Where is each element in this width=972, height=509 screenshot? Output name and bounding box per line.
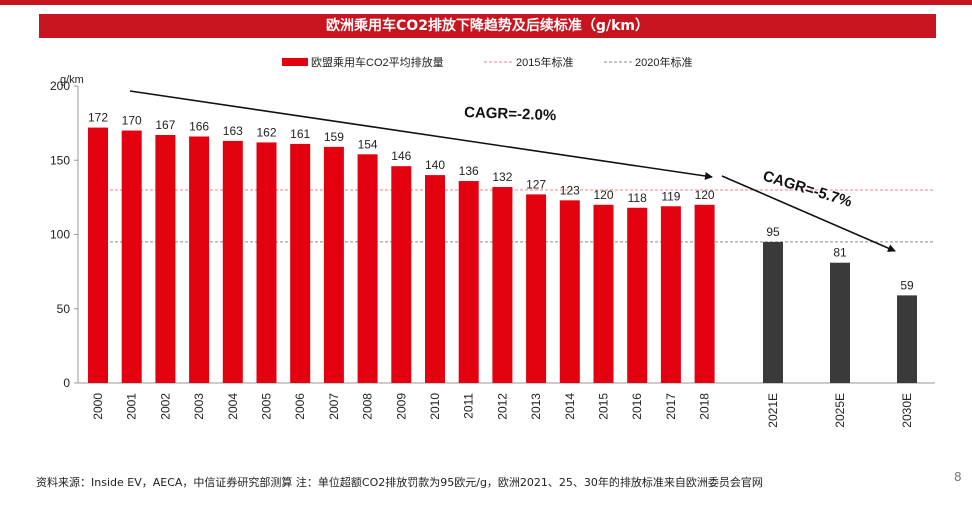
bar-2018 [694, 204, 715, 383]
data-label: 59 [900, 278, 914, 292]
footer-note: 资料来源：Inside EV，AECA，中信证券研究部测算 注：单位超额CO2排… [36, 476, 763, 489]
x-tick-label: 2009 [394, 393, 408, 420]
data-label: 120 [593, 188, 613, 202]
data-label: 162 [256, 125, 276, 139]
data-label: 163 [223, 124, 243, 138]
data-label: 140 [425, 158, 445, 172]
data-label: 154 [358, 137, 378, 151]
x-tick-label: 2016 [630, 393, 644, 420]
trend-arrow-2 [721, 175, 896, 252]
bar-2001 [121, 130, 142, 383]
x-tick-label: 2002 [158, 393, 172, 420]
bar-2025E [830, 262, 850, 383]
data-label: 172 [88, 111, 108, 125]
bar-2008 [357, 154, 378, 383]
bar-2013 [526, 194, 547, 383]
page-number: 8 [954, 470, 962, 484]
data-label: 95 [766, 225, 780, 239]
x-tick-label: 2000 [91, 393, 105, 420]
x-tick-label: 2011 [462, 393, 476, 419]
data-label: 120 [695, 188, 715, 202]
x-tick-label: 2030E [900, 393, 914, 428]
x-tick-label: 2013 [529, 393, 543, 420]
data-label: 159 [324, 130, 344, 144]
cagr-annotation-1: CAGR=-2.0% [464, 104, 557, 124]
x-tick-label: 2006 [293, 393, 307, 420]
bars: 172 2000 170 2001 167 2002 166 2003 163 2004 162 20… [88, 111, 917, 428]
bar-2017 [660, 206, 681, 383]
y-tick-label: 200 [50, 79, 70, 93]
x-tick-label: 2007 [327, 393, 341, 420]
trend-arrow-1 [129, 90, 713, 180]
bar-2021E [763, 241, 783, 383]
bar-2016 [627, 207, 648, 383]
top-accent-bar [0, 0, 972, 5]
legend-label: 2015年标准 [516, 55, 573, 69]
x-tick-label: 2015 [597, 393, 611, 420]
data-label: 119 [661, 189, 680, 203]
y-axis: 0 50 100 150 200 [50, 79, 935, 390]
y-tick-label: 0 [63, 376, 70, 390]
data-label: 170 [122, 114, 142, 128]
x-tick-label: 2025E [833, 393, 847, 428]
cagr-annotation-2: CAGR=-5.7% [761, 168, 854, 211]
data-label: 123 [560, 183, 580, 197]
legend-label: 欧盟乘用车CO2平均排放量 [311, 55, 444, 69]
y-tick-label: 150 [50, 153, 70, 167]
x-tick-label: 2008 [361, 393, 375, 420]
x-tick-label: 2005 [260, 393, 274, 420]
bar-2004 [222, 140, 243, 383]
chart-title: 欧洲乘用车CO2排放下降趋势及后续标准（g/km） [39, 14, 936, 38]
data-label: 81 [833, 246, 847, 260]
x-tick-label: 2003 [192, 393, 206, 420]
data-label: 136 [459, 164, 479, 178]
data-label: 167 [155, 118, 175, 132]
bar-2005 [256, 142, 277, 383]
bar-2007 [323, 146, 344, 383]
y-tick-label: 50 [57, 302, 71, 316]
bar-2000 [88, 127, 108, 383]
bar-2014 [559, 200, 580, 383]
x-tick-label: 2012 [495, 393, 509, 420]
bar-2009 [391, 166, 412, 383]
x-tick-label: 2017 [664, 393, 678, 420]
data-label: 127 [526, 177, 546, 191]
legend-swatch-bar [282, 58, 308, 66]
bar-2011 [458, 181, 479, 383]
bar-2015 [593, 204, 614, 383]
bar-2030E [897, 295, 917, 383]
legend: 欧盟乘用车CO2平均排放量 2015年标准 2020年标准 [282, 55, 692, 69]
data-label: 161 [290, 127, 310, 141]
y-tick-label: 100 [50, 228, 70, 242]
x-tick-label: 2004 [226, 393, 240, 420]
bar-2010 [425, 175, 445, 383]
x-tick-label: 2001 [125, 393, 139, 420]
x-tick-label: 2021E [766, 393, 780, 428]
data-label: 132 [492, 170, 512, 184]
x-tick-label: 2010 [428, 393, 442, 420]
y-axis-unit: g/km [60, 74, 84, 86]
x-tick-label: 2014 [563, 393, 577, 420]
bar-2002 [155, 135, 176, 383]
bar-2012 [492, 186, 513, 383]
bar-2006 [290, 143, 311, 383]
legend-label: 2020年标准 [635, 55, 692, 69]
x-tick-label: 2018 [698, 393, 712, 420]
data-label: 146 [391, 149, 411, 163]
data-label: 118 [628, 191, 647, 205]
data-label: 166 [189, 119, 209, 133]
annotations: CAGR=-2.0% CAGR=-5.7% [129, 90, 896, 252]
bar-2003 [189, 136, 210, 383]
